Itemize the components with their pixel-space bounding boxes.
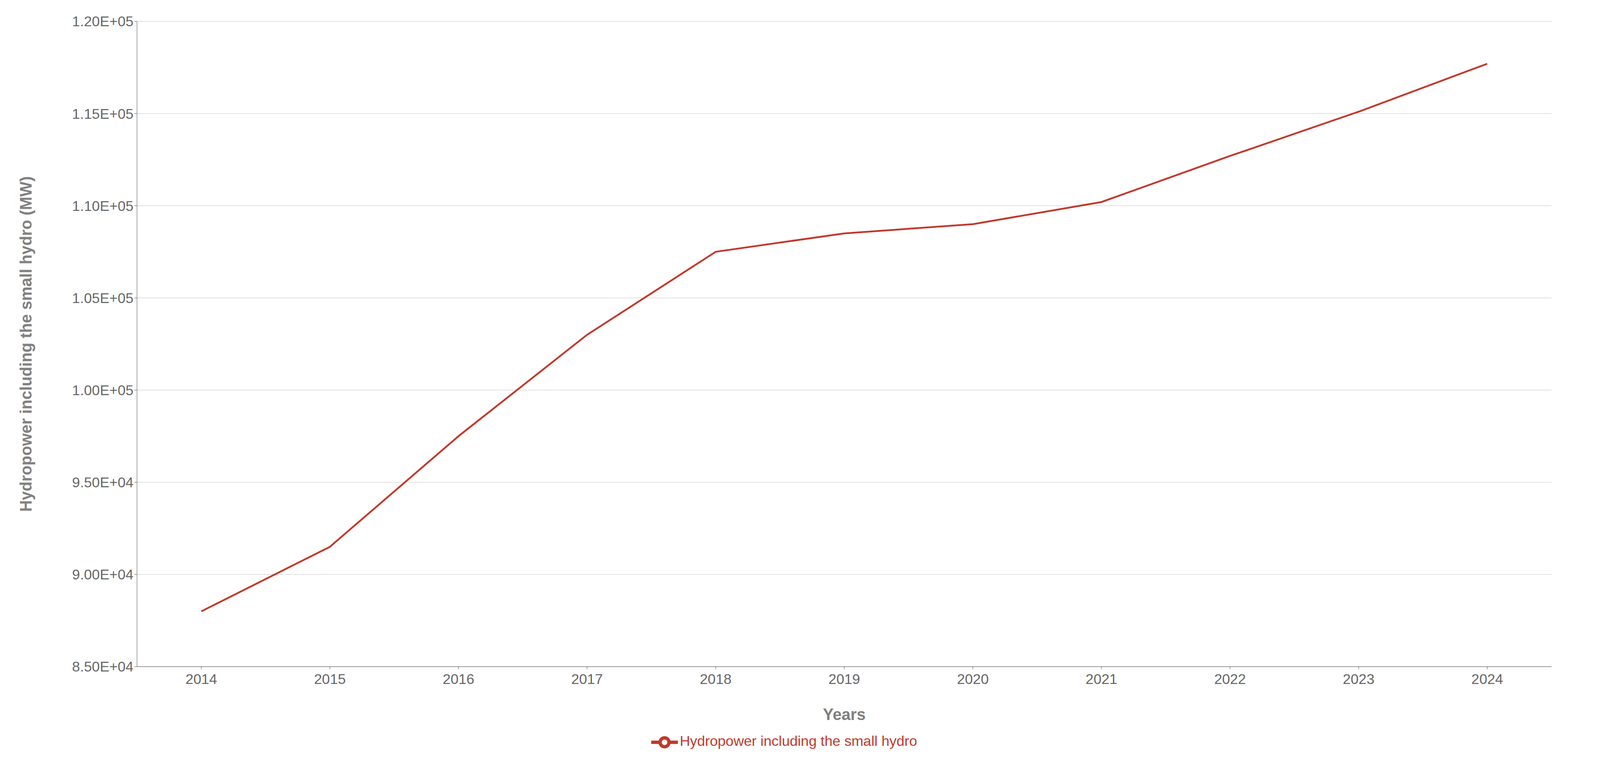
svg-text:2017: 2017 xyxy=(571,670,603,687)
svg-text:1.05E+05: 1.05E+05 xyxy=(72,290,134,307)
svg-text:2018: 2018 xyxy=(699,670,732,687)
svg-text:1.20E+05: 1.20E+05 xyxy=(72,13,134,30)
svg-text:2020: 2020 xyxy=(956,670,989,687)
svg-text:9.00E+04: 9.00E+04 xyxy=(72,566,134,583)
svg-text:1.00E+05: 1.00E+05 xyxy=(72,382,134,399)
svg-text:2019: 2019 xyxy=(828,670,860,687)
svg-text:2016: 2016 xyxy=(442,670,475,687)
svg-text:1.10E+05: 1.10E+05 xyxy=(72,197,134,214)
svg-text:Hydropower including the small: Hydropower including the small hydro (MW… xyxy=(16,176,36,512)
html-text:Hydropower including the small: Hydropower including the small hydro xyxy=(679,732,918,749)
svg-text:8.50E+04: 8.50E+04 xyxy=(72,658,134,675)
svg-text:Years: Years xyxy=(822,705,866,724)
svg-text:9.50E+04: 9.50E+04 xyxy=(72,474,134,491)
svg-text:2021: 2021 xyxy=(1085,670,1118,687)
svg-text:2014: 2014 xyxy=(185,670,218,687)
svg-text:2024: 2024 xyxy=(1471,670,1504,687)
svg-text:1.15E+05: 1.15E+05 xyxy=(72,105,134,122)
svg-text:2022: 2022 xyxy=(1214,670,1246,687)
svg-text:2015: 2015 xyxy=(314,670,346,687)
svg-text:2023: 2023 xyxy=(1342,670,1375,687)
